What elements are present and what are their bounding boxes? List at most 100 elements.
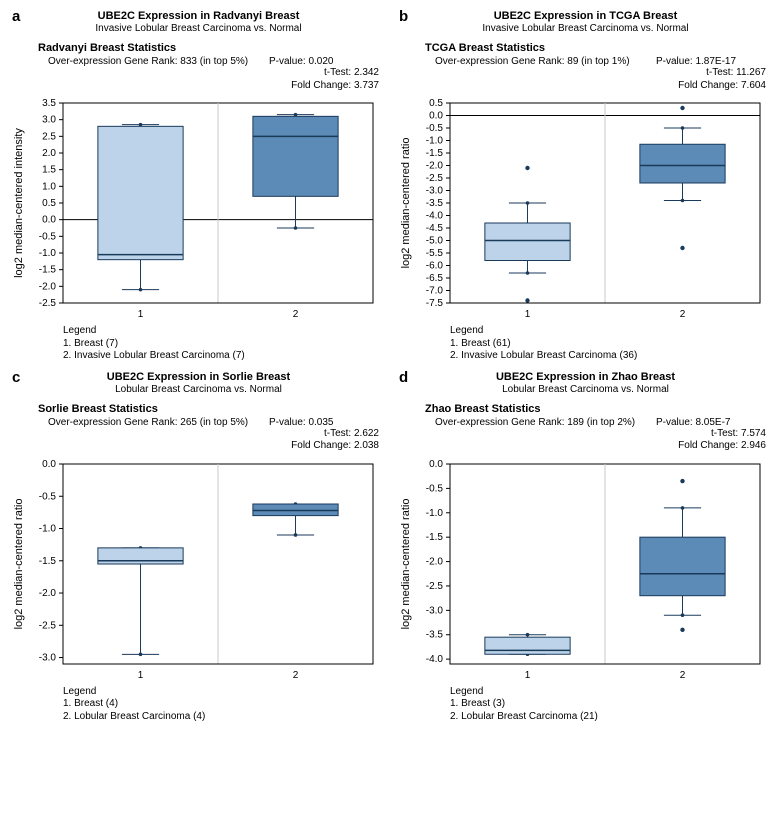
svg-text:0.0: 0.0 [42,459,56,470]
legend-heading: Legend [450,686,776,699]
svg-text:1.5: 1.5 [42,165,56,176]
svg-text:-3.0: -3.0 [426,186,444,197]
panel-letter: c [12,369,20,386]
stats-rank: Over-expression Gene Rank: 189 (in top 2… [435,417,656,428]
boxplot-chart: -2.5-2.0-1.5-1.0-0.50.00.51.01.52.02.53.… [8,98,389,323]
svg-text:1: 1 [138,309,144,320]
stats-pvalue: P-value: 8.05E-7 [656,417,776,428]
svg-text:0.0: 0.0 [429,111,443,122]
svg-text:-0.5: -0.5 [426,123,444,134]
stats-heading: Radvanyi Breast Statistics [38,42,389,54]
legend-item-2: 2. Lobular Breast Carcinoma (4) [63,711,389,724]
stats-fold: Fold Change: 7.604 [395,80,766,93]
svg-text:-0.5: -0.5 [39,491,57,502]
svg-text:1: 1 [525,670,531,681]
stats-pvalue: P-value: 1.87E-17 [656,56,776,67]
svg-text:-1.0: -1.0 [39,248,57,259]
svg-text:3.0: 3.0 [42,115,56,126]
panel-c: c UBE2C Expression in Sorlie Breast Lobu… [8,369,389,724]
svg-text:-1.5: -1.5 [426,148,444,159]
boxplot-chart: -4.0 -3.5 -3.0 -2.5 -2.0 -1.5 -1.0 -0.5 0.0 1 2 log… [395,459,776,684]
svg-text:1: 1 [138,670,144,681]
svg-text:-1.0: -1.0 [426,507,444,518]
boxplot-chart: -3.0-2.5-2.0-1.5-1.0-0.50.012log2 median… [8,459,389,684]
svg-text:-7.5: -7.5 [426,298,444,309]
legend-item-1: 1. Breast (3) [450,698,776,711]
svg-text:-2.0: -2.0 [426,556,444,567]
svg-text:-2.5: -2.5 [426,580,444,591]
svg-text:log2 median-centered ratio: log2 median-centered ratio [400,138,412,269]
chart-title: UBE2C Expression in Zhao Breast [395,371,776,383]
panel-a: a UBE2C Expression in Radvanyi Breast In… [8,8,389,363]
legend-item-2: 2. Invasive Lobular Breast Carcinoma (7) [63,350,389,363]
svg-text:3.5: 3.5 [42,98,56,109]
stats-fold: Fold Change: 2.946 [395,440,766,453]
panel-letter: d [399,369,408,386]
legend-item-1: 1. Breast (61) [450,338,776,351]
svg-text:-7.0: -7.0 [426,286,444,297]
legend: Legend 1. Breast (61) 2. Invasive Lobula… [450,325,776,363]
svg-text:-0.5: -0.5 [39,231,57,242]
legend: Legend 1. Breast (7) 2. Invasive Lobular… [63,325,389,363]
svg-text:0.5: 0.5 [429,98,443,109]
svg-text:-5.0: -5.0 [426,236,444,247]
svg-text:0.5: 0.5 [42,198,56,209]
svg-text:-4.0: -4.0 [426,211,444,222]
stats-heading: TCGA Breast Statistics [425,42,776,54]
stats-rank: Over-expression Gene Rank: 833 (in top 5… [48,56,269,67]
panel-letter: a [12,8,20,25]
svg-text:-6.0: -6.0 [426,261,444,272]
svg-text:-3.0: -3.0 [426,605,444,616]
stats-pvalue: P-value: 0.035 [269,417,389,428]
chart-title: UBE2C Expression in Radvanyi Breast [8,10,389,22]
svg-text:2: 2 [293,670,299,681]
svg-text:log2 median-centered intensity: log2 median-centered intensity [13,128,25,278]
panel-b: b UBE2C Expression in TCGA Breast Invasi… [395,8,776,363]
svg-text:-1.5: -1.5 [39,555,57,566]
svg-text:2.5: 2.5 [42,131,56,142]
legend-heading: Legend [63,686,389,699]
svg-text:2: 2 [680,309,686,320]
stats-ttest: t-Test: 11.267 [395,67,766,80]
svg-text:1.0: 1.0 [42,181,56,192]
svg-text:-4.0: -4.0 [426,654,444,665]
stats-rank: Over-expression Gene Rank: 89 (in top 1%… [435,56,656,67]
svg-text:-3.0: -3.0 [39,652,57,663]
legend-item-2: 2. Lobular Breast Carcinoma (21) [450,711,776,724]
svg-text:1: 1 [525,309,531,320]
panel-letter: b [399,8,408,25]
stats-ttest: t-Test: 2.622 [8,428,379,441]
svg-text:-3.5: -3.5 [426,629,444,640]
stats-heading: Sorlie Breast Statistics [38,403,389,415]
stats-fold: Fold Change: 3.737 [8,80,379,93]
chart-title: UBE2C Expression in Sorlie Breast [8,371,389,383]
svg-text:-2.5: -2.5 [39,298,57,309]
chart-subtitle: Invasive Lobular Breast Carcinoma vs. No… [395,23,776,34]
chart-subtitle: Invasive Lobular Breast Carcinoma vs. No… [8,23,389,34]
stats-pvalue: P-value: 0.020 [269,56,389,67]
legend-heading: Legend [450,325,776,338]
svg-text:-6.5: -6.5 [426,273,444,284]
svg-text:-1.5: -1.5 [426,532,444,543]
svg-text:log2 median-centered ratio: log2 median-centered ratio [13,498,25,629]
chart-subtitle: Lobular Breast Carcinoma vs. Normal [395,384,776,395]
stats-heading: Zhao Breast Statistics [425,403,776,415]
legend: Legend 1. Breast (4) 2. Lobular Breast C… [63,686,389,724]
svg-text:-2.5: -2.5 [426,173,444,184]
stats-ttest: t-Test: 7.574 [395,428,766,441]
svg-text:-5.5: -5.5 [426,248,444,259]
svg-text:0.0: 0.0 [429,459,443,470]
svg-text:-2.0: -2.0 [39,281,57,292]
chart-subtitle: Lobular Breast Carcinoma vs. Normal [8,384,389,395]
legend: Legend 1. Breast (3) 2. Lobular Breast C… [450,686,776,724]
svg-text:-1.5: -1.5 [39,265,57,276]
stats-rank: Over-expression Gene Rank: 265 (in top 5… [48,417,269,428]
legend-item-2: 2. Invasive Lobular Breast Carcinoma (36… [450,350,776,363]
svg-text:-0.5: -0.5 [426,483,444,494]
svg-text:-1.0: -1.0 [39,523,57,534]
svg-text:log2 median-centered ratio: log2 median-centered ratio [400,498,412,629]
legend-item-1: 1. Breast (7) [63,338,389,351]
svg-text:-2.5: -2.5 [39,620,57,631]
svg-text:-2.0: -2.0 [426,161,444,172]
svg-text:2: 2 [680,670,686,681]
